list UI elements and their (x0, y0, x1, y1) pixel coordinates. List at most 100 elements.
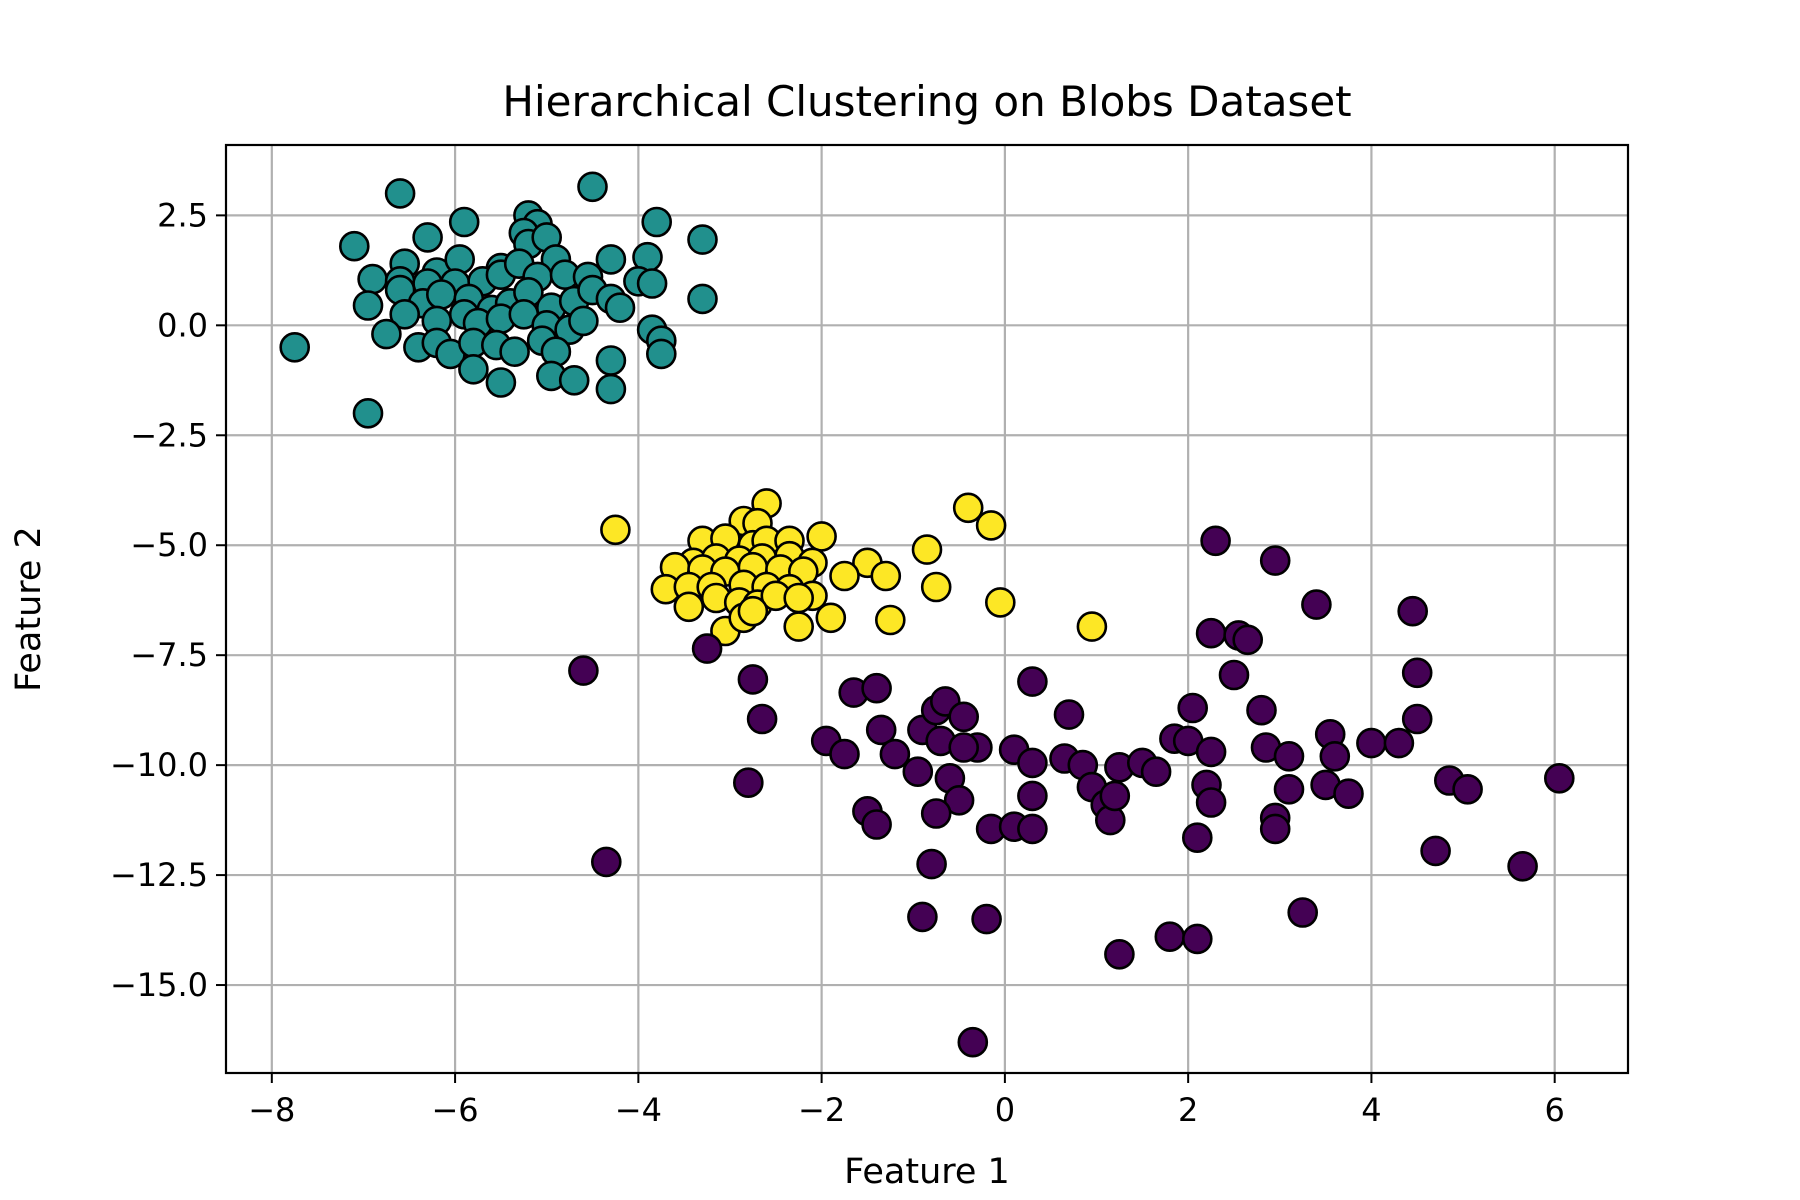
scatter-point-cluster-1 (815, 602, 847, 634)
scatter-point-cluster-1 (673, 591, 705, 623)
scatter-point-cluster-0 (425, 279, 457, 310)
scatter-point-cluster-0 (595, 244, 627, 275)
scatter-points (279, 171, 1575, 1058)
scatter-point-cluster-2 (1177, 692, 1208, 724)
scatter-point-cluster-0 (595, 345, 627, 376)
scatter-point-cluster-0 (645, 338, 677, 370)
x-tick-label: −8 (248, 1091, 295, 1129)
scatter-point-cluster-2 (590, 846, 622, 878)
scatter-point-cluster-1 (1076, 611, 1108, 642)
scatter-point-cluster-0 (595, 373, 627, 405)
scatter-point-cluster-2 (1017, 780, 1048, 812)
x-tick-label: 6 (1545, 1091, 1565, 1129)
scatter-point-cluster-1 (737, 595, 769, 627)
scatter-point-cluster-2 (829, 738, 860, 770)
x-tick-label: −2 (798, 1091, 845, 1129)
y-axis-label: Feature 2 (9, 526, 49, 692)
scatter-point-cluster-2 (1420, 835, 1451, 867)
scatter-point-cluster-2 (1218, 659, 1250, 691)
scatter-point-cluster-2 (1333, 778, 1364, 810)
scatter-point-cluster-2 (737, 664, 769, 695)
scatter-point-cluster-2 (1140, 756, 1172, 788)
scatter-point-cluster-0 (687, 283, 718, 315)
scatter-point-cluster-2 (1104, 938, 1135, 970)
scatter-point-cluster-2 (1053, 699, 1085, 730)
scatter-point-cluster-0 (384, 178, 416, 209)
scatter-point-cluster-2 (1273, 740, 1305, 772)
y-tick-label: 0.0 (157, 306, 208, 344)
scatter-point-cluster-0 (352, 290, 384, 321)
scatter-point-cluster-2 (732, 767, 764, 799)
scatter-point-cluster-2 (1195, 787, 1227, 818)
scatter-point-cluster-1 (806, 521, 837, 552)
scatter-point-cluster-2 (1383, 727, 1415, 759)
scatter-point-cluster-2 (1287, 897, 1318, 928)
y-tick-label: −15.0 (110, 966, 208, 1004)
scatter-point-cluster-1 (783, 582, 815, 614)
scatter-point-cluster-0 (641, 206, 673, 238)
scatter-point-cluster-2 (1544, 762, 1575, 794)
scatter-point-cluster-2 (971, 903, 1002, 935)
scatter-point-cluster-2 (1182, 923, 1213, 955)
x-tick-label: 0 (995, 1091, 1015, 1129)
scatter-point-cluster-1 (600, 514, 631, 546)
scatter-point-cluster-0 (499, 336, 530, 368)
scatter-point-cluster-0 (577, 171, 608, 203)
scatter-point-cluster-0 (389, 298, 421, 330)
scatter-point-cluster-1 (984, 587, 1016, 618)
scatter-point-cluster-2 (1301, 589, 1332, 620)
scatter-point-cluster-0 (412, 222, 443, 253)
x-tick-label: −4 (615, 1091, 662, 1129)
scatter-point-cluster-2 (1259, 545, 1291, 576)
chart-title: Hierarchical Clustering on Blobs Dataset (502, 77, 1351, 126)
scatter-point-cluster-2 (920, 798, 952, 829)
scatter-point-cluster-2 (1401, 703, 1433, 735)
scatter-point-cluster-2 (1246, 694, 1277, 726)
scatter-point-cluster-2 (1507, 850, 1538, 882)
scatter-point-cluster-1 (829, 560, 860, 592)
scatter-point-cluster-2 (1099, 780, 1131, 812)
y-tick-label: −12.5 (110, 856, 208, 894)
scatter-point-cluster-1 (952, 492, 984, 524)
scatter-point-cluster-2 (1200, 525, 1231, 557)
scatter-point-cluster-2 (861, 672, 892, 704)
scatter-point-cluster-2 (568, 655, 599, 686)
plot-frame (224, 143, 1630, 1075)
scatter-point-cluster-0 (371, 318, 402, 350)
scatter-point-cluster-1 (870, 560, 902, 592)
scatter-point-cluster-2 (1273, 773, 1305, 805)
scatter-point-cluster-2 (861, 809, 892, 840)
scatter-point-cluster-2 (907, 901, 938, 933)
scatter-point-cluster-2 (865, 714, 897, 746)
scatter-point-cluster-2 (1154, 921, 1186, 953)
scatter-point-cluster-0 (279, 331, 311, 363)
scatter-point-cluster-2 (902, 756, 934, 788)
scatter-point-cluster-2 (943, 784, 975, 816)
scatter-point-cluster-0 (352, 397, 384, 429)
scatter-point-cluster-0 (687, 224, 718, 255)
x-tick-label: 2 (1178, 1091, 1198, 1129)
scatter-point-cluster-1 (975, 510, 1007, 541)
scatter-point-cluster-2 (879, 738, 911, 770)
scatter-point-cluster-0 (338, 230, 370, 262)
scatter-point-cluster-0 (357, 263, 388, 295)
scatter-point-cluster-2 (1401, 657, 1433, 689)
scatter-point-cluster-2 (1319, 740, 1351, 772)
scatter-point-cluster-2 (1195, 617, 1227, 649)
scatter-point-cluster-0 (636, 268, 668, 299)
y-tick-label: −7.5 (130, 636, 208, 674)
y-tick-label: −5.0 (130, 526, 208, 564)
scatter-point-cluster-2 (1259, 813, 1291, 845)
scatter-point-cluster-1 (783, 611, 815, 642)
scatter-point-cluster-1 (920, 571, 952, 603)
scatter-point-cluster-1 (874, 604, 906, 636)
scatter-point-cluster-0 (604, 292, 636, 324)
x-tick-label: 4 (1361, 1091, 1381, 1129)
scatter-point-cluster-0 (568, 305, 599, 337)
scatter-point-cluster-2 (948, 732, 980, 763)
scatter-point-cluster-0 (458, 353, 489, 385)
scatter-point-cluster-2 (957, 1026, 989, 1058)
scatter-point-cluster-2 (1017, 813, 1048, 845)
scatter-point-cluster-2 (1195, 736, 1227, 768)
